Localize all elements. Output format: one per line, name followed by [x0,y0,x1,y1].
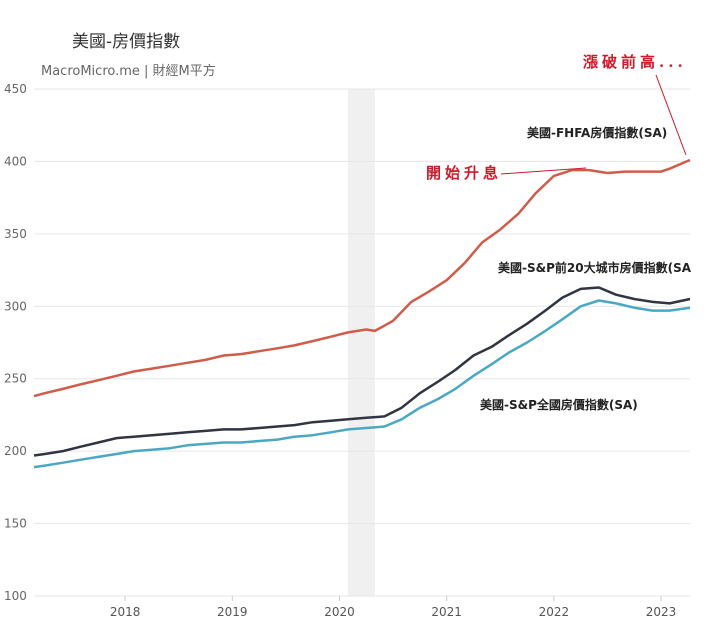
y-axis: 100 150 200 250 300 350 400 450 [4,82,27,603]
series-label-sp-national: 美國-S&P全國房價指數(SA) [480,397,638,412]
x-tick-label: 2023 [646,605,677,619]
annotation-new-high-arrow [655,74,687,156]
y-tick-label: 100 [4,589,27,603]
y-tick-label: 150 [4,517,27,531]
chart-title: 美國-房價指數 [72,32,180,52]
x-axis: 2018 2019 2020 2021 2022 2023 [110,596,676,619]
x-tick-label: 2019 [217,605,248,619]
x-tick-label: 2018 [110,605,141,619]
x-tick-label: 2021 [431,605,462,619]
series-line-0 [33,158,691,398]
y-tick-label: 200 [4,444,27,458]
x-tick-label: 2022 [539,605,570,619]
series-line-1 [33,286,691,457]
annotation-new-high: 漲破前高... [583,53,687,71]
series-label-sp20: 美國-S&P前20大城市房價指數(SA [498,260,692,275]
y-tick-label: 250 [4,372,27,386]
series-label-fhfa: 美國-FHFA房價指數(SA) [527,125,667,140]
y-tick-label: 450 [4,82,27,96]
series-lines [33,158,691,469]
annotation-rate-hike: 開始升息 [426,164,502,182]
shaded-region [348,89,375,596]
chart-subtitle: MacroMicro.me | 財經M平方 [41,63,216,79]
x-tick-label: 2020 [324,605,355,619]
annotation-rate-hike-arrow [500,167,587,175]
y-tick-label: 350 [4,227,27,241]
y-tick-label: 400 [4,154,27,168]
y-tick-label: 300 [4,299,27,313]
series-line-2 [33,299,691,469]
